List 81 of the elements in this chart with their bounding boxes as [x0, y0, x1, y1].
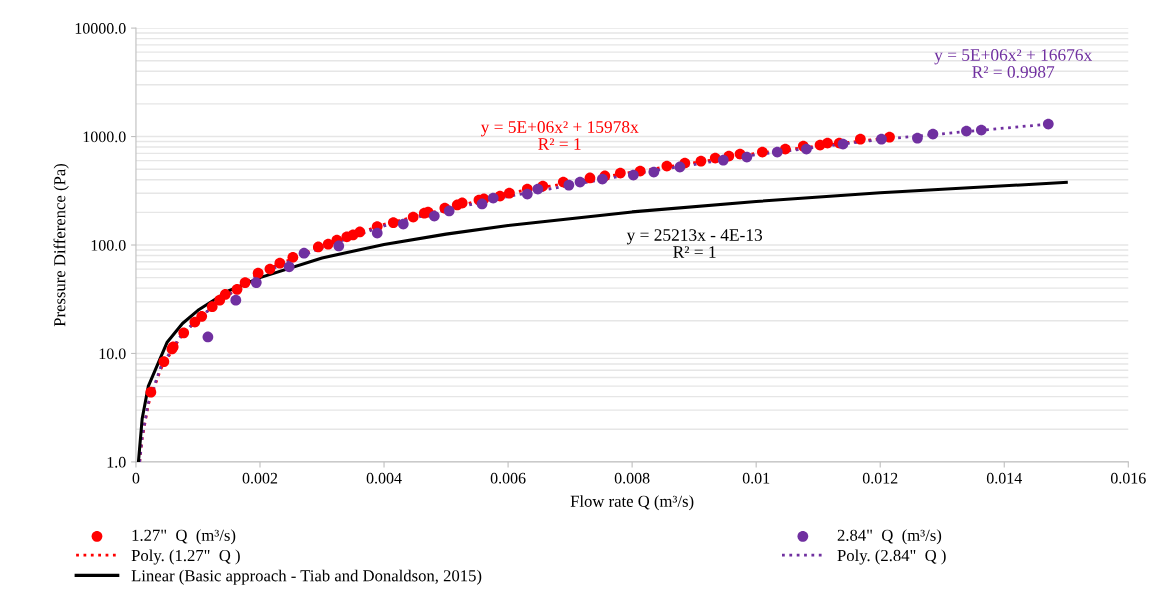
point [333, 240, 345, 252]
point [158, 356, 170, 368]
point [503, 187, 515, 199]
point [397, 218, 409, 230]
point [695, 155, 707, 167]
point [239, 277, 251, 288]
x-axis-title: Flow rate Q (m³/s) [570, 495, 694, 511]
point [206, 301, 218, 313]
x-tick-label: 0.008 [614, 472, 650, 484]
point [283, 261, 295, 273]
point [298, 247, 310, 259]
point [661, 160, 673, 172]
annotation: y = 25213x - 4E-13 R² = 1 [626, 229, 763, 258]
point [822, 137, 833, 149]
point [250, 277, 262, 288]
x-tick-label: 0.004 [366, 472, 402, 484]
point [456, 197, 468, 209]
point [219, 289, 231, 300]
point [178, 327, 190, 339]
point [196, 310, 208, 322]
y-tick-label: 100.0 [91, 239, 126, 251]
point [1042, 118, 1054, 130]
point [487, 192, 499, 204]
point [252, 267, 264, 279]
point [443, 205, 455, 217]
point [274, 257, 286, 269]
annotation: y = 5E+06x² + 15978x R² = 1 [480, 121, 639, 150]
point [741, 151, 753, 163]
annotation: y = 5E+06x² + 16676x R² = 0.9987 [934, 49, 1092, 78]
y-axis-title: Pressure Difference (Pa) [53, 163, 69, 327]
legend-label: Poly. (2.84" Q ) [837, 549, 946, 565]
point [145, 386, 157, 398]
point [322, 238, 334, 250]
point [584, 172, 596, 184]
point [407, 211, 419, 223]
point [674, 161, 686, 173]
point [614, 167, 626, 179]
point [428, 210, 440, 222]
line-series [136, 180, 1068, 462]
point [202, 331, 214, 343]
x-tick-label: 0.014 [986, 472, 1022, 484]
point [371, 227, 383, 239]
x-tick-label: 0.01 [742, 472, 770, 484]
point [287, 251, 299, 263]
point [312, 241, 324, 253]
point [927, 128, 939, 140]
point [521, 188, 533, 200]
x-tick-label: 0.006 [490, 472, 526, 484]
point [532, 183, 544, 195]
y-tick-label: 1000.0 [83, 131, 126, 143]
point [961, 125, 972, 137]
point [231, 283, 243, 295]
y-tick-label: 1.0 [107, 456, 126, 468]
point [264, 263, 276, 275]
point [476, 198, 488, 210]
point [574, 176, 586, 188]
point [837, 138, 849, 150]
point [876, 133, 887, 145]
point [563, 179, 575, 191]
legend-label: 2.84" Q (m³/s) [837, 529, 942, 545]
point [854, 133, 866, 145]
point [648, 166, 660, 178]
point [975, 124, 987, 136]
legend-label: Poly. (1.27" Q ) [131, 549, 240, 565]
point [801, 143, 812, 155]
point [230, 294, 242, 306]
legend-label: Linear (Basic approach - Tiab and Donaldson, 2015) [131, 569, 482, 585]
x-tick-label: 0 [132, 472, 140, 484]
legend-label: 1.27" Q (m³/s) [132, 529, 236, 545]
x-tick-label: 0.002 [242, 472, 278, 484]
point [756, 146, 768, 158]
x-tick-label: 0.012 [862, 472, 898, 484]
x-tick-label: 0.016 [1110, 472, 1146, 484]
point [717, 154, 729, 166]
point [771, 146, 783, 158]
y-tick-label: 10000.0 [75, 23, 126, 34]
point [354, 226, 366, 238]
point [627, 169, 639, 181]
point [387, 217, 399, 228]
y-tick-label: 10.0 [99, 348, 126, 360]
point [912, 132, 923, 144]
